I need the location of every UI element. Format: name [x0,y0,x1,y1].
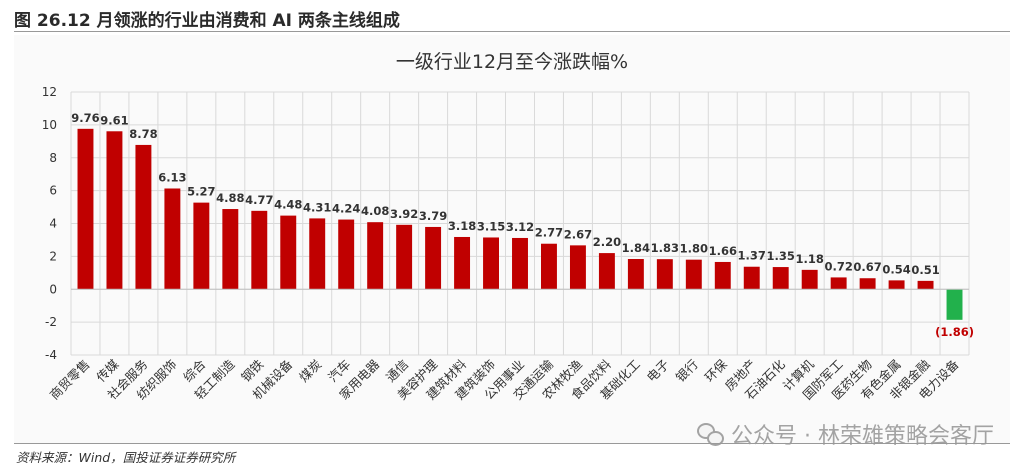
y-tick-label: 10 [42,118,57,132]
bar [280,215,297,290]
data-label: 2.20 [593,235,621,249]
data-label: 4.48 [274,198,302,212]
bar [222,209,239,290]
bar [483,237,499,290]
bar [743,266,760,290]
bar [656,259,673,290]
data-label: 0.67 [853,260,881,274]
y-tick-label: 8 [49,151,57,165]
bar [309,218,326,290]
bar [425,226,442,290]
data-label: 9.76 [71,111,99,125]
data-label: 9.61 [100,113,128,127]
data-label: 6.13 [158,170,186,184]
data-label: 1.83 [651,241,679,255]
bar [946,289,963,320]
data-label: 4.31 [303,200,331,214]
figure-title: 图 26.12 月领涨的行业由消费和 AI 两条主线组成 [14,11,400,31]
y-tick-label: -2 [45,315,57,329]
data-label: 3.18 [448,219,476,233]
data-label: 1.37 [738,249,766,263]
bar [917,280,934,290]
bar [569,245,586,290]
y-tick-label: 0 [49,282,57,296]
chart-panel: 一级行业12月至今涨跌幅% -4 -2 0 2 4 6 8 10 12 9.76 商贸零售 9.61 传… [14,35,1010,443]
bar [512,237,528,290]
title-divider [14,31,1010,32]
data-label: 4.77 [245,193,273,207]
bar [135,144,152,290]
data-label: 2.77 [535,226,563,240]
watermark-text: 公众号 · 林荣雄策略会客厅 [731,424,994,449]
bar [251,210,268,290]
data-label: 3.15 [477,219,505,233]
data-label: 0.72 [824,259,852,273]
data-label: 3.79 [419,209,447,223]
y-tick-label: -4 [45,348,57,362]
bar [541,243,557,290]
bar [888,280,905,290]
data-label: 3.12 [506,220,534,234]
data-label: 3.92 [390,207,418,221]
x-tick-label: 电子 [644,357,672,385]
x-tick-label: 煤炭 [296,357,324,385]
data-label: 0.54 [882,262,910,276]
data-label: 4.08 [361,204,389,218]
source-note: 资料来源：Wind，国投证券证券研究所 [16,450,236,465]
bar [454,236,471,290]
wechat-icon [697,423,725,446]
y-tick-label: 12 [42,85,57,99]
x-tick-label: 商贸零售 [47,357,93,403]
bar [164,188,181,290]
data-label: 0.51 [911,263,939,277]
data-label: 1.35 [767,249,795,263]
bar [396,224,413,290]
watermark: 公众号 · 林荣雄策略会客厅 [697,418,994,450]
bar [772,267,789,290]
data-label: 5.27 [187,185,215,199]
y-tick-label: 2 [49,249,57,263]
data-label: 1.18 [795,252,823,266]
bar [685,259,702,290]
bar [598,253,615,290]
y-tick-label: 6 [49,184,57,198]
bar-chart: -4-20246810129.76商贸零售9.61传媒8.78社会服务6.13纺… [42,85,974,403]
data-label: (1.86) [935,325,974,339]
bar [801,269,818,290]
data-label: 1.80 [680,242,708,256]
bar [106,131,123,290]
data-label: 1.66 [709,244,737,258]
bar [627,259,644,290]
x-tick-label: 银行 [673,357,701,385]
data-label: 2.67 [564,227,592,241]
data-label: 8.78 [129,127,157,141]
footer-divider [14,443,1010,444]
bar [193,202,210,290]
bar [77,128,94,290]
y-tick-label: 4 [49,217,57,231]
bar [859,278,876,290]
bar [338,219,355,290]
bar [714,261,731,290]
data-label: 1.84 [622,241,650,255]
bar [830,277,847,290]
data-label: 4.24 [332,202,360,216]
data-label: 4.88 [216,191,244,205]
chart-title: 一级行业12月至今涨跌幅% [395,51,629,73]
bar [367,222,384,290]
